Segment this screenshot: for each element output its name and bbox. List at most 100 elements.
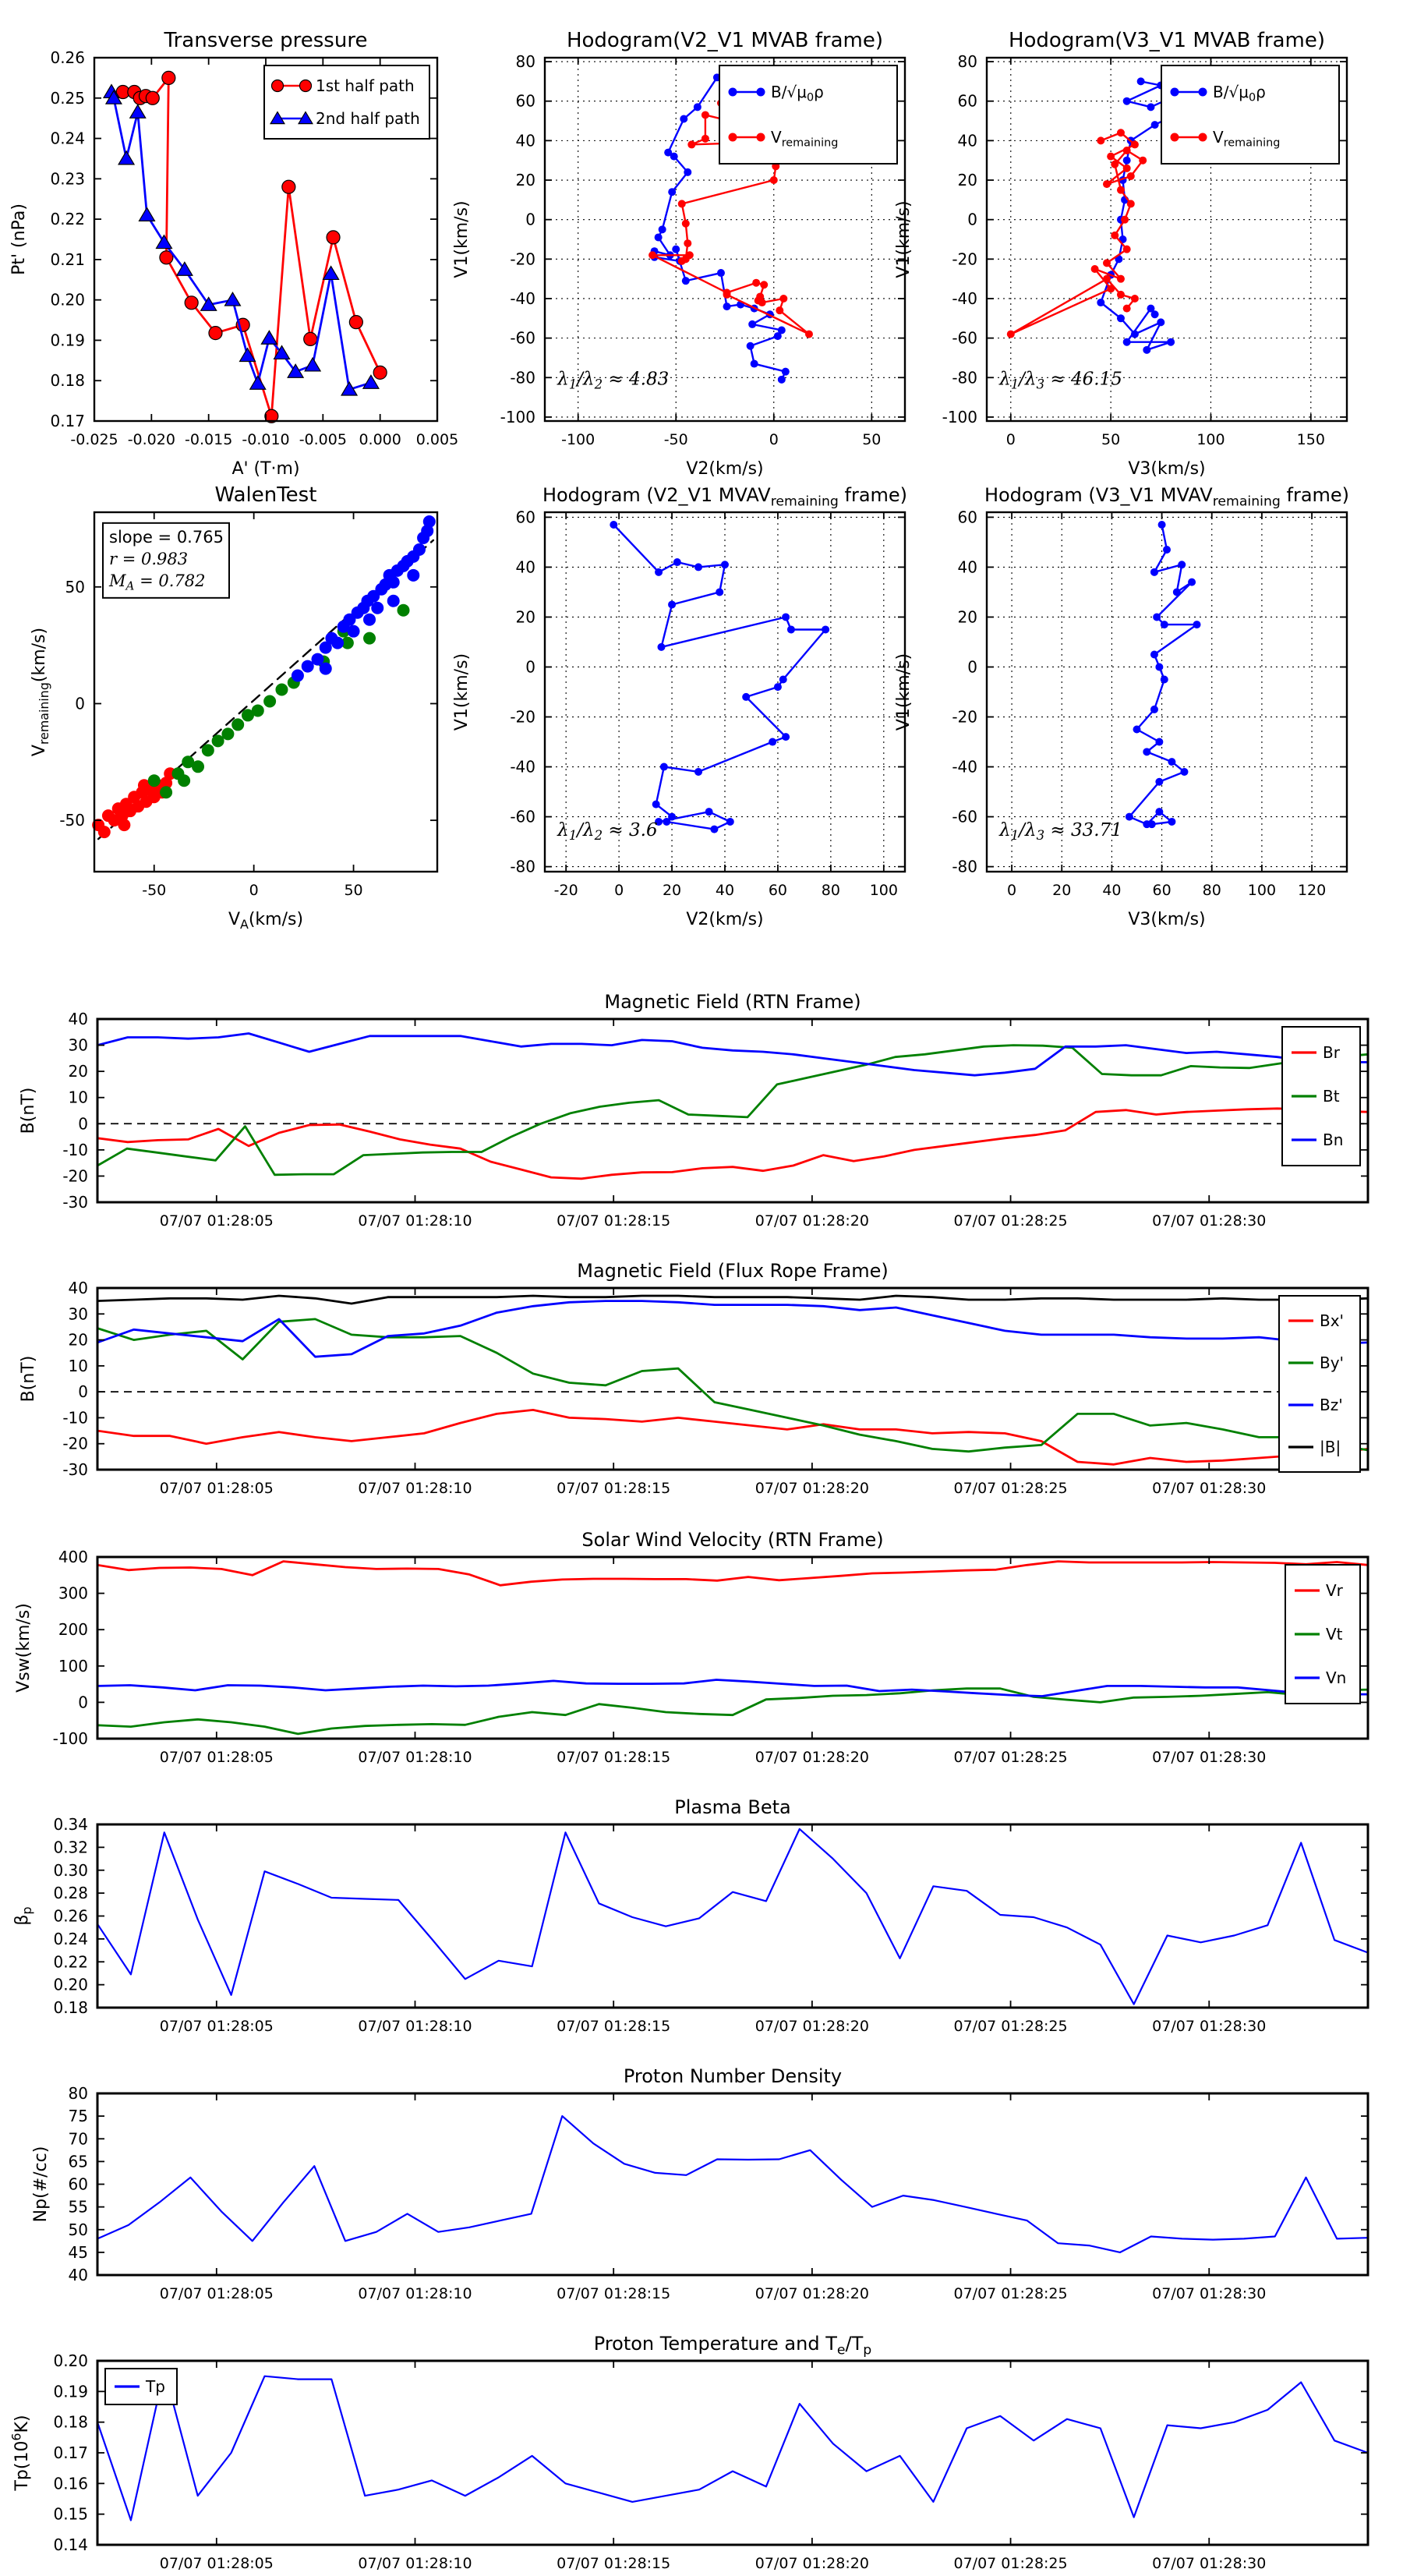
x-tick-label: 07/07 01:28:15 <box>557 1749 670 1766</box>
annotation-line: MA = 0.782 <box>108 571 206 593</box>
annotation: λ1/λ2 ≈ 4.83 <box>557 369 669 391</box>
series-1st-half-path-marker <box>326 230 341 245</box>
x-axis-label: V3(km/s) <box>1128 910 1205 929</box>
series-B-over-sqrt-mu0rho-marker <box>1143 345 1151 354</box>
x-tick-label: 07/07 01:28:20 <box>755 2018 869 2035</box>
x-tick-label: 07/07 01:28:05 <box>160 1480 274 1497</box>
series-V-remaining-marker <box>1103 180 1111 189</box>
series-V-remaining-marker <box>804 330 813 338</box>
annotation: λ1/λ3 ≈ 46.15 <box>998 369 1122 391</box>
series-Bx' <box>96 1409 1369 1466</box>
series-scatter-blue-marker <box>387 594 400 607</box>
x-tick-label: 07/07 01:28:15 <box>557 2285 670 2302</box>
series-V-remaining-marker <box>776 306 784 315</box>
series-B-over-sqrt-mu0rho-marker <box>684 168 692 176</box>
series-V-remaining-marker <box>1107 152 1115 161</box>
series-V-remaining-marker <box>760 281 769 289</box>
legend: Bx' By' Bz' |B| <box>1278 1295 1361 1473</box>
series-V-remaining-marker <box>1122 304 1131 313</box>
legend-label: Vremaining <box>1213 128 1280 149</box>
y-tick-label: 400 <box>58 1548 88 1566</box>
series-V-remaining-hodogram-marker <box>659 763 668 771</box>
series-scatter-blue-marker <box>319 662 332 675</box>
series-V-remaining-hodogram-marker <box>705 808 713 816</box>
series-scatter-green-marker <box>231 718 245 731</box>
panel-title: Magnetic Field (Flux Rope Frame) <box>577 1260 888 1282</box>
series-B-over-sqrt-mu0rho-marker <box>1136 77 1145 86</box>
panel-title: Transverse pressure <box>164 29 368 52</box>
y-axis-label: V1(km/s) <box>452 653 472 731</box>
series-V-remaining-hodogram <box>613 523 827 830</box>
series-scatter-blue-marker <box>319 641 332 654</box>
panel-title: Proton Number Density <box>624 2065 842 2087</box>
series-Vt <box>96 1687 1369 1736</box>
legend-marker <box>728 87 737 97</box>
y-tick-label: 0 <box>525 657 535 676</box>
series-V-remaining-hodogram-marker <box>822 625 830 634</box>
series-scatter-green-marker <box>221 727 235 741</box>
x-tick-label: 120 <box>1298 882 1326 899</box>
series-B-over-sqrt-mu0rho-marker <box>1157 318 1165 327</box>
series-V-remaining-hodogram-marker <box>1163 546 1171 554</box>
y-tick-label: 0.21 <box>50 250 85 269</box>
axes-frame <box>96 1555 1369 1740</box>
y-tick-label: 40 <box>69 1279 88 1297</box>
series-Vn <box>96 1679 1369 1697</box>
axes-frame <box>96 2092 1369 2277</box>
series-B-over-sqrt-mu0rho-marker <box>1097 299 1105 307</box>
y-tick-label: 0.25 <box>50 89 85 108</box>
series-V-remaining-hodogram-marker <box>694 767 703 776</box>
legend: Br Bt Bn <box>1281 1026 1361 1166</box>
y-tick-label: 60 <box>516 508 535 526</box>
series-B-over-sqrt-mu0rho-marker <box>654 233 663 242</box>
y-axis-label: B(nT) <box>19 1356 38 1403</box>
annotation-line: r = 0.983 <box>109 550 188 568</box>
y-tick-label: 0 <box>967 211 977 229</box>
legend-marker <box>756 87 765 97</box>
series-2nd-half-path-marker <box>118 150 136 165</box>
x-tick-label: 07/07 01:28:30 <box>1152 1212 1266 1230</box>
y-axis-label: Np(#/cc) <box>31 2146 51 2223</box>
y-tick-label: 20 <box>69 1331 88 1350</box>
series-B-over-sqrt-mu0rho-marker <box>716 269 725 278</box>
y-tick-label: -80 <box>510 858 535 876</box>
y-tick-label: 0.17 <box>50 412 85 430</box>
y-tick-label: -10 <box>62 1141 88 1159</box>
y-tick-label: -20 <box>952 249 977 268</box>
series-V-remaining-hodogram-marker <box>663 817 671 826</box>
y-tick-label: 0 <box>75 694 85 713</box>
y-tick-label: -20 <box>62 1435 88 1453</box>
series-1st-half-path-marker <box>348 315 363 330</box>
x-tick-label: 07/07 01:28:30 <box>1152 1480 1266 1497</box>
x-tick-label: 07/07 01:28:25 <box>953 1212 1067 1230</box>
series-B-over-sqrt-mu0rho-marker <box>658 225 666 234</box>
series-By' <box>96 1318 1369 1453</box>
x-tick-label: 20 <box>1052 882 1071 899</box>
legend-marker <box>1170 87 1179 97</box>
x-tick-label: 07/07 01:28:20 <box>755 2555 869 2572</box>
y-tick-label: -30 <box>62 1460 88 1479</box>
series-V-remaining-hodogram-marker <box>1155 738 1164 746</box>
series-V-remaining-hodogram-marker <box>655 817 663 826</box>
y-tick-label: 0.34 <box>53 1815 88 1834</box>
series-V-remaining-hodogram-marker <box>1155 777 1164 786</box>
x-tick-label: 100 <box>1248 882 1276 899</box>
series-V-remaining-marker <box>1122 164 1131 172</box>
y-tick-label: 65 <box>69 2152 88 2171</box>
y-tick-label: 60 <box>69 2175 88 2194</box>
series-2nd-half-path <box>110 90 373 391</box>
x-tick-label: 07/07 01:28:15 <box>557 2018 670 2035</box>
series-V-remaining-hodogram-marker <box>1193 621 1201 629</box>
x-tick-label: -0.025 <box>70 431 118 448</box>
legend-marker <box>270 79 284 93</box>
x-tick-label: 07/07 01:28:20 <box>755 2285 869 2302</box>
series-V-remaining-marker <box>1107 285 1115 293</box>
series-V-remaining-hodogram-marker <box>786 625 795 634</box>
series-V-remaining-marker <box>1111 160 1119 168</box>
series-V-remaining-hodogram-marker <box>1155 663 1164 671</box>
series-V-remaining-hodogram-marker <box>1188 578 1196 586</box>
series-V-remaining-marker <box>1097 136 1105 145</box>
y-tick-label: 70 <box>69 2129 88 2148</box>
x-tick-label: -0.020 <box>128 431 175 448</box>
x-tick-label: 40 <box>1102 882 1121 899</box>
